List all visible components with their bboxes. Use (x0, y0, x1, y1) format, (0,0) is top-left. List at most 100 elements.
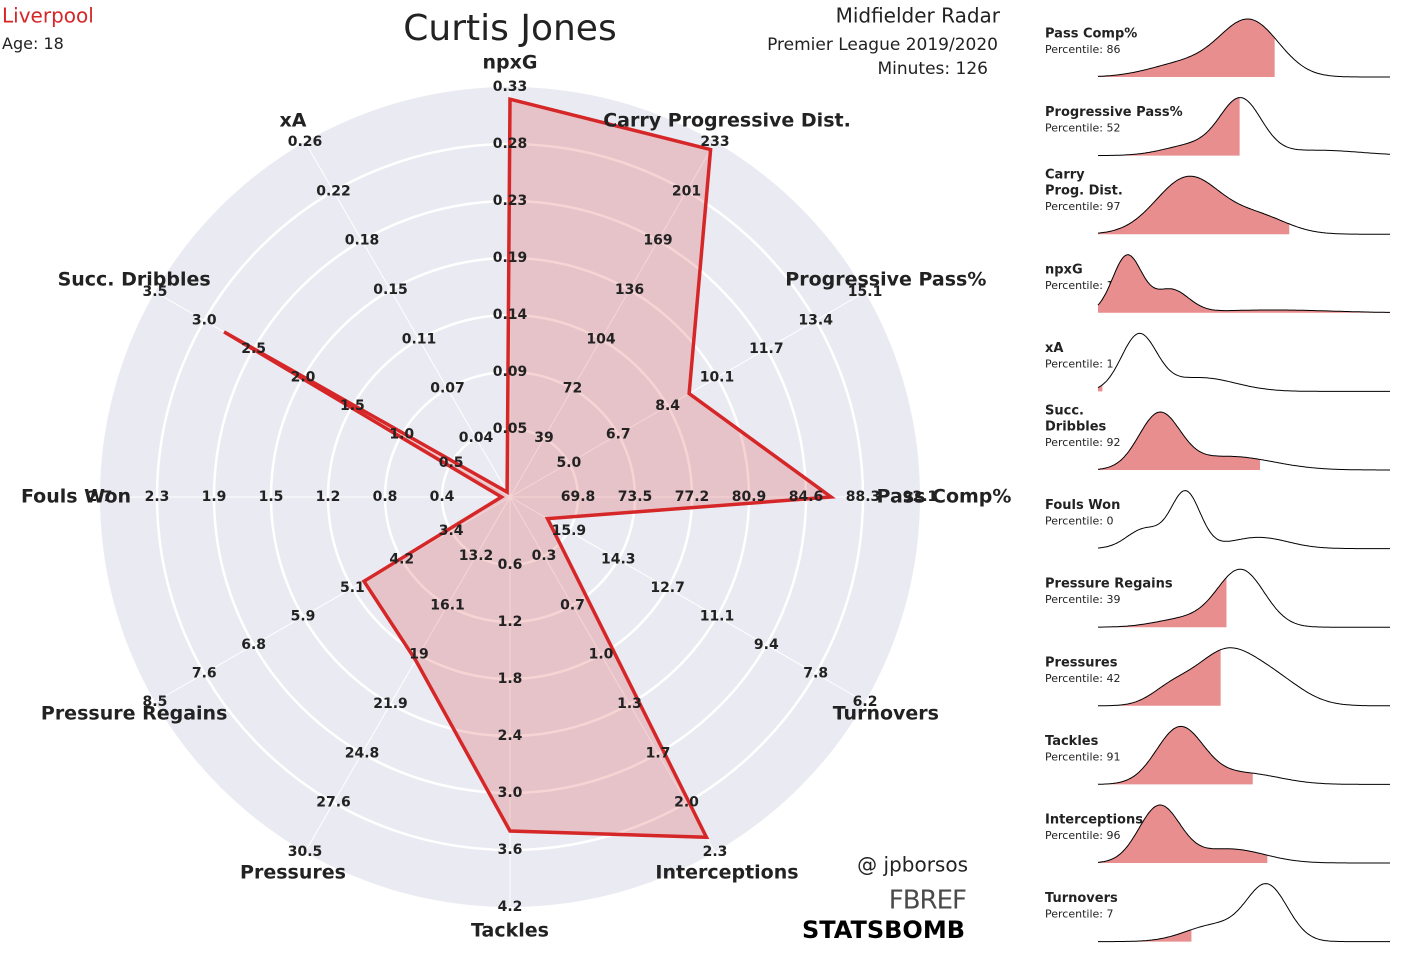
metric-name: Succ. (1045, 404, 1084, 419)
tick-label: 0.11 (402, 331, 437, 347)
tick-label: 169 (643, 233, 672, 249)
metric-name: Dribbles (1045, 420, 1107, 435)
tick-label: 92.1 (903, 489, 938, 505)
percentile-fill (1098, 176, 1290, 235)
tick-label: 0.22 (316, 183, 351, 199)
tick-label: 15.1 (848, 284, 883, 300)
tick-label: 2.0 (291, 370, 316, 386)
percentile-value: 52 (1106, 122, 1120, 135)
tick-label: 1.5 (259, 489, 284, 505)
tick-label: 13.4 (798, 313, 833, 329)
axis-label: Tackles (471, 920, 549, 942)
percentile-fill (1098, 805, 1268, 863)
tick-label: 2.4 (498, 728, 523, 744)
tick-label: 3.4 (439, 523, 464, 539)
percentile-value: 42 (1106, 672, 1120, 685)
tick-label: 0.14 (493, 307, 528, 323)
tick-label: 2.3 (703, 844, 728, 860)
percentile-value: 1 (1106, 357, 1113, 370)
axis-label: Interceptions (655, 861, 798, 883)
radar-area (223, 96, 836, 840)
tick-label: 11.1 (700, 609, 735, 625)
metric-name: Pressure Regains (1045, 577, 1173, 592)
credit: @ jpborsos (857, 853, 968, 877)
tick-label: 11.7 (749, 341, 784, 357)
density-curve (1098, 568, 1390, 628)
metric-name: Tackles (1045, 734, 1099, 749)
tick-label: 8.4 (655, 398, 680, 414)
tick-label: 19 (409, 647, 428, 663)
metric-name: Fouls Won (1045, 498, 1120, 513)
tick-label: 14.3 (601, 552, 636, 568)
density-curve (1098, 883, 1390, 943)
axis-label: Carry Progressive Dist. (603, 110, 851, 132)
tick-label: 1.5 (340, 398, 365, 414)
tick-label: 0.18 (345, 233, 380, 249)
density-curve (1097, 175, 1390, 235)
percentile-fill (1098, 19, 1275, 77)
tick-label: 72 (563, 381, 582, 397)
percentile-label: Percentile: (1045, 122, 1103, 135)
tick-label: 0.09 (493, 364, 528, 380)
tick-label: 0.19 (493, 250, 528, 266)
percentile-value: 7 (1106, 908, 1113, 921)
axis-label: Pressures (240, 861, 346, 883)
tick-label: 0.15 (373, 282, 408, 298)
percentile-label: Percentile: (1045, 750, 1103, 763)
percentile-text: Percentile: 91 (1045, 750, 1120, 763)
percentile-fill (1098, 929, 1192, 942)
tick-label: 0.7 (560, 597, 585, 613)
logo-fbref: FBREF (889, 886, 966, 916)
percentile-value: 39 (1106, 593, 1120, 606)
tick-label: 0.28 (493, 136, 528, 152)
tick-label: 9.4 (754, 637, 779, 653)
tick-label: 0.4 (430, 489, 455, 505)
percentile-text: Percentile: 86 (1045, 43, 1120, 56)
radar-title: Midfielder Radar (836, 4, 1001, 28)
radar: 0.05 0.09 0.14 0.19 0.23 0.28 0.33 npxG 39 72 104 1… (21, 52, 1012, 942)
percentile-label: Percentile: (1045, 515, 1103, 528)
tick-label: 27.6 (316, 795, 351, 811)
tick-label: 73.5 (618, 489, 653, 505)
tick-label: 1.9 (202, 489, 227, 505)
tick-label: 7.6 (192, 666, 217, 682)
percentile-text: Percentile: 42 (1045, 672, 1120, 685)
metric-name: xA (1045, 341, 1063, 356)
percentile-fill (1098, 384, 1103, 392)
density-curve (1097, 254, 1390, 313)
metric-name: npxG (1045, 262, 1083, 277)
percentile-fill (1098, 577, 1227, 628)
tick-label: 39 (534, 430, 553, 446)
density-curve (1097, 411, 1390, 471)
axis-label: Pressure Regains (41, 703, 227, 725)
tick-label: 16.1 (430, 597, 465, 613)
axis-label: Progressive Pass% (785, 269, 986, 291)
percentile-label: Percentile: (1045, 436, 1103, 449)
metric-name: Carry (1045, 168, 1085, 183)
tick-label: 77.2 (675, 489, 710, 505)
tick-label: 0.8 (373, 489, 398, 505)
metric-name: Interceptions (1045, 813, 1143, 828)
tick-label: 7.8 (803, 666, 828, 682)
competition: Premier League 2019/2020 (767, 35, 998, 55)
axis-label: xA (280, 110, 307, 132)
tick-label: 88.3 (846, 489, 881, 505)
percentile-value: 96 (1106, 829, 1120, 842)
axis-label: Pass Comp% (877, 486, 1012, 508)
tick-label: 0.26 (288, 134, 323, 150)
density-curve (1097, 490, 1390, 550)
player-name: Curtis Jones (403, 8, 616, 49)
tick-label: 1.7 (646, 745, 671, 761)
axis-label: Fouls Won (21, 486, 131, 508)
tick-label: 12.7 (650, 580, 685, 596)
team: Liverpool (2, 4, 94, 28)
minutes-value: 126 (956, 59, 988, 79)
percentile-text: Percentile: 52 (1045, 122, 1120, 135)
density-curve (1097, 97, 1391, 157)
tick-label: 3.6 (498, 842, 523, 858)
axis-label: Succ. Dribbles (58, 269, 211, 291)
age: Age: 18 (2, 34, 64, 53)
spoke (509, 496, 866, 703)
tick-label: 4.2 (498, 899, 523, 915)
percentile-text: Percentile: 96 (1045, 829, 1120, 842)
